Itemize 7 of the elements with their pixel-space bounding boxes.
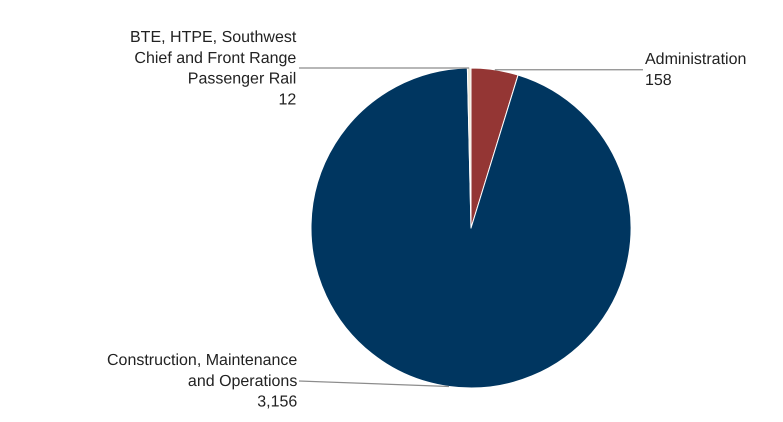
slice-label: Administration xyxy=(645,51,746,68)
pie-slice xyxy=(310,68,632,388)
data-label: 158 xyxy=(645,72,672,89)
data-label: 3,156 xyxy=(257,394,298,411)
data-label: 12 xyxy=(278,91,296,108)
slice-label: BTE, HTPE, Southwest Chief and Front Range Passenger Rail xyxy=(130,29,297,88)
slice-label: Construction, Maintenance and Operations xyxy=(107,352,298,390)
